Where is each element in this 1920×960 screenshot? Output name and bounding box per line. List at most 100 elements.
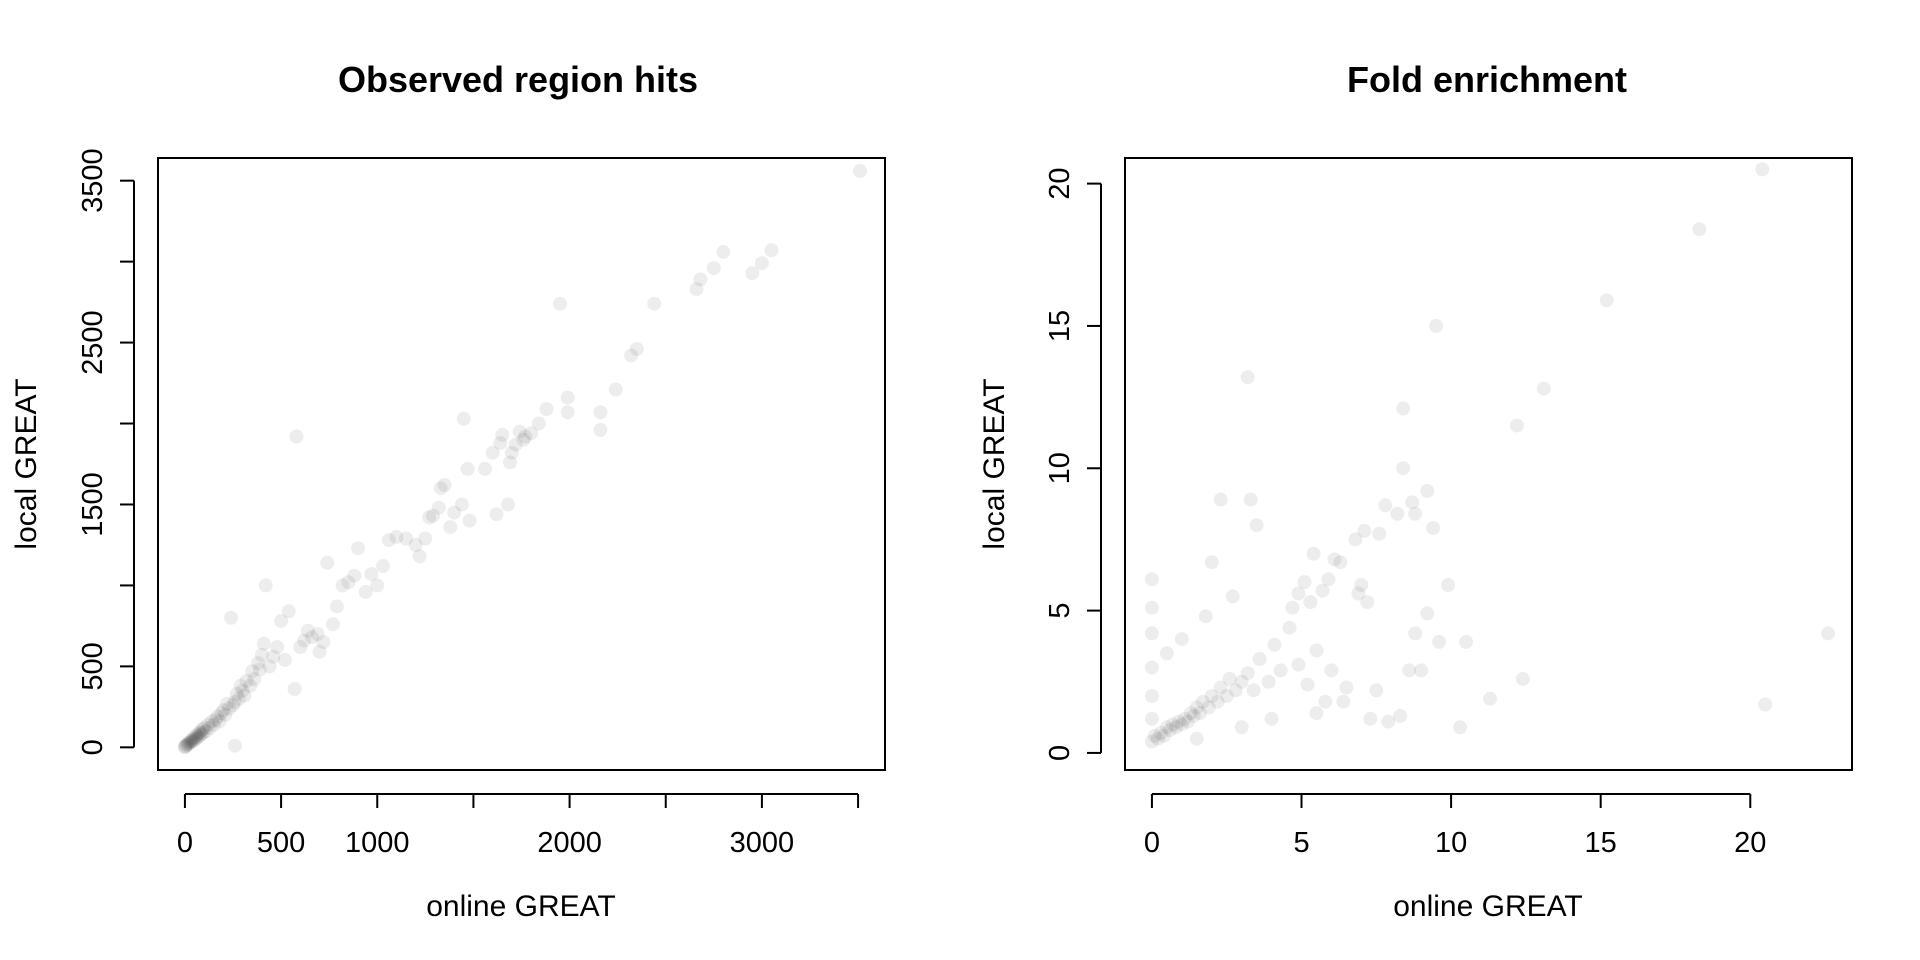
scatter-point (195, 722, 210, 737)
scatter-point (329, 599, 344, 614)
scatter-point (1420, 606, 1435, 621)
chart-panel-fold-enrichment: Fold enrichment 0 5 10 15 20 0 5 10 15 20 online… (978, 59, 1853, 923)
scatter-point (1408, 506, 1423, 521)
scatter-point (199, 724, 214, 739)
scatter-point (341, 575, 356, 590)
scatter-point (210, 709, 225, 724)
scatter-point (1405, 495, 1420, 510)
scatter-point (399, 531, 414, 546)
scatter-point (422, 510, 437, 525)
scatter-point (1309, 643, 1324, 658)
scatter-point (1321, 572, 1336, 587)
scatter-point (524, 426, 539, 441)
scatter-point (227, 695, 242, 709)
scatter-point (1369, 683, 1384, 698)
scatter-point (593, 405, 608, 420)
x-tick-label: 0 (177, 827, 193, 859)
chart-title: Observed region hits (338, 59, 698, 100)
scatter-point (1153, 726, 1168, 740)
scatter-point (220, 696, 235, 711)
scatter-point (1306, 546, 1321, 561)
scatter-point (178, 738, 193, 753)
x-axis-label: online GREAT (1393, 890, 1583, 923)
x-tick-label: 15 (1585, 827, 1617, 859)
scatter-point (1144, 600, 1159, 615)
x-tick-label: 10 (1435, 827, 1467, 859)
scatter-point (177, 740, 192, 755)
y-tick-label: 20 (1044, 167, 1076, 199)
scatter-point (495, 427, 510, 442)
y-tick-label: 0 (77, 739, 109, 755)
scatter-point (456, 411, 471, 426)
scatter-point (1204, 689, 1219, 703)
scatter-point (553, 296, 567, 311)
scatter-point (1195, 694, 1210, 709)
scatter-point (1339, 680, 1354, 695)
scatter-point (194, 727, 209, 742)
scatter-point (539, 402, 554, 416)
scatter-point (181, 735, 196, 750)
scatter-point (1171, 714, 1186, 729)
scatter-point (485, 445, 500, 460)
scatter-point (1267, 637, 1282, 652)
scatter-point (335, 578, 350, 593)
scatter-point (187, 730, 202, 745)
scatter-point (460, 461, 475, 476)
x-axis-label: online GREAT (426, 890, 616, 923)
scatter-point (304, 630, 319, 645)
x-axis: 0 5 10 15 20 (1144, 793, 1766, 859)
scatter-point (1234, 720, 1249, 735)
scatter-point (1363, 711, 1378, 726)
scatter-point (1168, 720, 1183, 735)
y-axis-label: local GREAT (10, 378, 43, 549)
scatter-point (202, 720, 217, 735)
scatter-point (212, 714, 227, 729)
scatter-point (1318, 694, 1333, 709)
scatter-point (426, 508, 440, 523)
scatter-point (364, 567, 379, 582)
scatter-point (1189, 700, 1204, 715)
scatter-point (531, 416, 546, 431)
scatter-point (1192, 706, 1207, 721)
scatter-point (1348, 532, 1363, 547)
scatter-point (227, 738, 242, 753)
scatter-point (608, 382, 623, 397)
scatter-point (179, 737, 194, 752)
scatter-point (1432, 634, 1447, 649)
scatter-point (222, 701, 237, 716)
scatter-point (185, 732, 200, 747)
scatter-point (478, 461, 492, 476)
chart-title: Fold enrichment (1347, 59, 1627, 100)
scatter-point (258, 578, 273, 593)
scatter-point (320, 555, 335, 570)
scatter-point (1189, 731, 1204, 746)
scatter-point (252, 662, 267, 677)
scatter-point (277, 652, 292, 667)
plot-frame (1124, 157, 1853, 771)
x-tick-label: 500 (257, 827, 305, 859)
scatter-point (376, 559, 390, 573)
scatter-point (1372, 526, 1387, 541)
scatter-point (301, 623, 315, 638)
scatter-point (1758, 697, 1773, 712)
scatter-point (214, 706, 229, 721)
scatter-point (1252, 652, 1267, 666)
scatter-point (197, 720, 212, 735)
scatter-point (1282, 620, 1297, 635)
scatter-point (489, 507, 504, 522)
scatter-point (1357, 523, 1372, 538)
scatter-point (1336, 694, 1351, 709)
scatter-point (218, 708, 233, 722)
scatter-point (1396, 401, 1411, 416)
scatter-point (1333, 555, 1348, 570)
scatter-point (1408, 626, 1423, 641)
scatter-point (293, 640, 308, 654)
scatter-point (326, 617, 340, 632)
scatter-point (501, 497, 515, 512)
scatter-point (647, 296, 662, 311)
scatter-point (1174, 717, 1189, 732)
scatter-point (1240, 370, 1255, 385)
scatter-point (1273, 663, 1288, 678)
scatter-point (274, 614, 289, 628)
